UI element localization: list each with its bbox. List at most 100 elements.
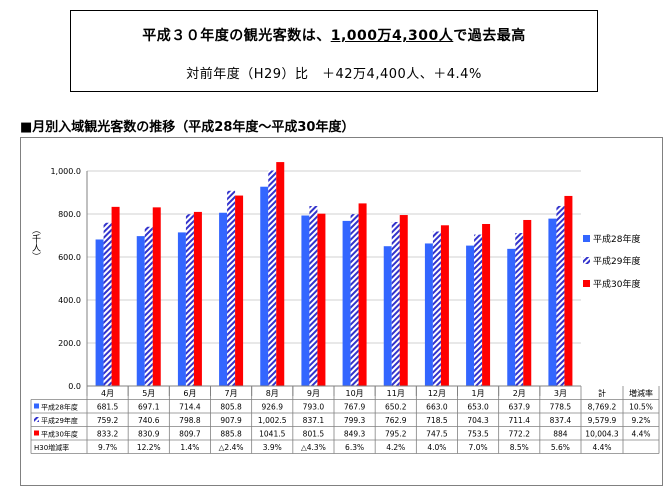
bar-series2: [391, 221, 400, 386]
table-cell: 650.2: [385, 403, 407, 412]
bar-series1: [548, 218, 557, 386]
table-cell: △4.3%: [301, 443, 326, 452]
table-header: 増減率: [629, 388, 653, 398]
table-row-label: 平成28年度: [41, 403, 78, 412]
bar-series1: [177, 232, 186, 386]
table-cell: 849.3: [344, 430, 366, 439]
table-cell: 809.7: [179, 430, 201, 439]
bar-series3: [399, 215, 408, 386]
bar-series3: [358, 203, 367, 386]
headline-subline: 対前年度（H29）比 ＋42万4,400人、＋4.4%: [186, 67, 482, 82]
table-cell: 681.5: [97, 403, 119, 412]
x-tick-label: 10月: [345, 389, 363, 398]
bar-series3: [523, 219, 532, 386]
table-cell: 6.3%: [345, 443, 364, 452]
table-cell: 637.9: [509, 403, 531, 412]
legend-label: 平成28年度: [593, 233, 640, 245]
table-cell: 778.5: [550, 403, 572, 412]
legend-label: 平成30年度: [593, 278, 640, 290]
headline-prefix: 平成３０年度の観光客数は、: [142, 28, 331, 44]
table-cell: 3.9%: [263, 443, 282, 452]
table-cell: 714.4: [179, 403, 201, 412]
x-tick-label: 11月: [387, 389, 405, 398]
x-tick-label: 12月: [428, 389, 446, 398]
table-row-label: 平成29年度: [41, 416, 78, 425]
table-cell: 747.5: [426, 430, 448, 439]
headline-box: 平成３０年度の観光客数は、1,000万4,300人で過去最高 対前年度（H29）…: [70, 10, 598, 92]
table-cell: 697.1: [138, 403, 160, 412]
x-tick-label: 9月: [307, 389, 320, 398]
bar-series1: [260, 186, 269, 386]
headline-suffix: で過去最高: [453, 28, 526, 44]
table-cell: 653.0: [467, 403, 489, 412]
legend-label: 平成29年度: [593, 255, 640, 267]
bar-series3: [482, 223, 491, 386]
bar-series2: [103, 222, 112, 386]
bar-series3: [564, 195, 573, 386]
bar-series2: [268, 170, 277, 386]
table-cell: 837.1: [303, 416, 325, 425]
table-cell: 884: [553, 430, 568, 439]
y-tick-label: 800.0: [58, 210, 81, 219]
bar-series2: [556, 205, 565, 386]
x-tick-label: 2月: [513, 389, 526, 398]
bar-series3: [111, 206, 120, 386]
bar-series3: [317, 213, 326, 386]
table-cell: 9.2%: [631, 416, 650, 425]
bar-series2: [350, 214, 359, 386]
bar-series3: [276, 162, 285, 386]
bar-series1: [507, 248, 516, 386]
legend-swatch: [583, 280, 590, 287]
table-cell: 718.5: [426, 416, 448, 425]
bar-series2: [474, 234, 483, 386]
x-tick-label: 1月: [472, 389, 485, 398]
table-cell: 5.6%: [551, 443, 570, 452]
bar-series1: [383, 246, 392, 386]
table-cell: 830.9: [138, 430, 160, 439]
table-cell: 885.8: [220, 430, 242, 439]
y-tick-label: 600.0: [58, 253, 81, 262]
headline-highlight: 1,000万4,300人: [330, 28, 454, 44]
table-cell: 4.0%: [427, 443, 446, 452]
bar-series1: [342, 220, 351, 386]
table-cell: 759.2: [97, 416, 119, 425]
table-cell: 12.2%: [137, 443, 161, 452]
table-cell: 711.4: [509, 416, 531, 425]
y-tick-label: 200.0: [58, 339, 81, 348]
bar-series1: [219, 212, 228, 386]
table-cell: △2.4%: [219, 443, 244, 452]
table-cell: 9.7%: [98, 443, 117, 452]
table-cell: 801.5: [303, 430, 325, 439]
bar-series1: [424, 243, 433, 386]
table-cell: 8,769.2: [588, 403, 617, 412]
table-row-swatch: [34, 430, 39, 436]
table-cell: 1,002.5: [258, 416, 287, 425]
bar-series3: [440, 225, 449, 386]
bar-series1: [466, 245, 475, 386]
x-tick-label: 6月: [183, 389, 196, 398]
x-tick-label: 4月: [101, 389, 114, 398]
legend-swatch: [583, 257, 590, 264]
bar-series2: [432, 231, 441, 386]
y-tick-label: 1,000.0: [50, 167, 81, 176]
table-cell: 1041.5: [259, 430, 285, 439]
bar-series2: [515, 233, 524, 386]
table-cell: 767.9: [344, 403, 366, 412]
table-cell: 837.4: [550, 416, 572, 425]
table-cell: 798.8: [179, 416, 201, 425]
headline: 平成３０年度の観光客数は、1,000万4,300人で過去最高: [71, 25, 597, 45]
bar-series3: [193, 211, 202, 386]
table-cell: 4.4%: [592, 443, 611, 452]
x-tick-label: 7月: [225, 389, 238, 398]
section-title: ■月別入域観光客数の推移（平成28年度～平成30年度）: [20, 120, 355, 135]
table-cell: 4.4%: [631, 430, 650, 439]
table-cell: 772.2: [509, 430, 531, 439]
table-cell: 7.0%: [469, 443, 488, 452]
bar-series2: [309, 206, 318, 386]
x-tick-label: 5月: [142, 389, 155, 398]
x-tick-label: 3月: [554, 389, 567, 398]
table-cell: 8.5%: [510, 443, 529, 452]
bar-series1: [136, 236, 145, 386]
table-row-label: 平成30年度: [41, 430, 78, 439]
table-cell: 926.9: [262, 403, 284, 412]
